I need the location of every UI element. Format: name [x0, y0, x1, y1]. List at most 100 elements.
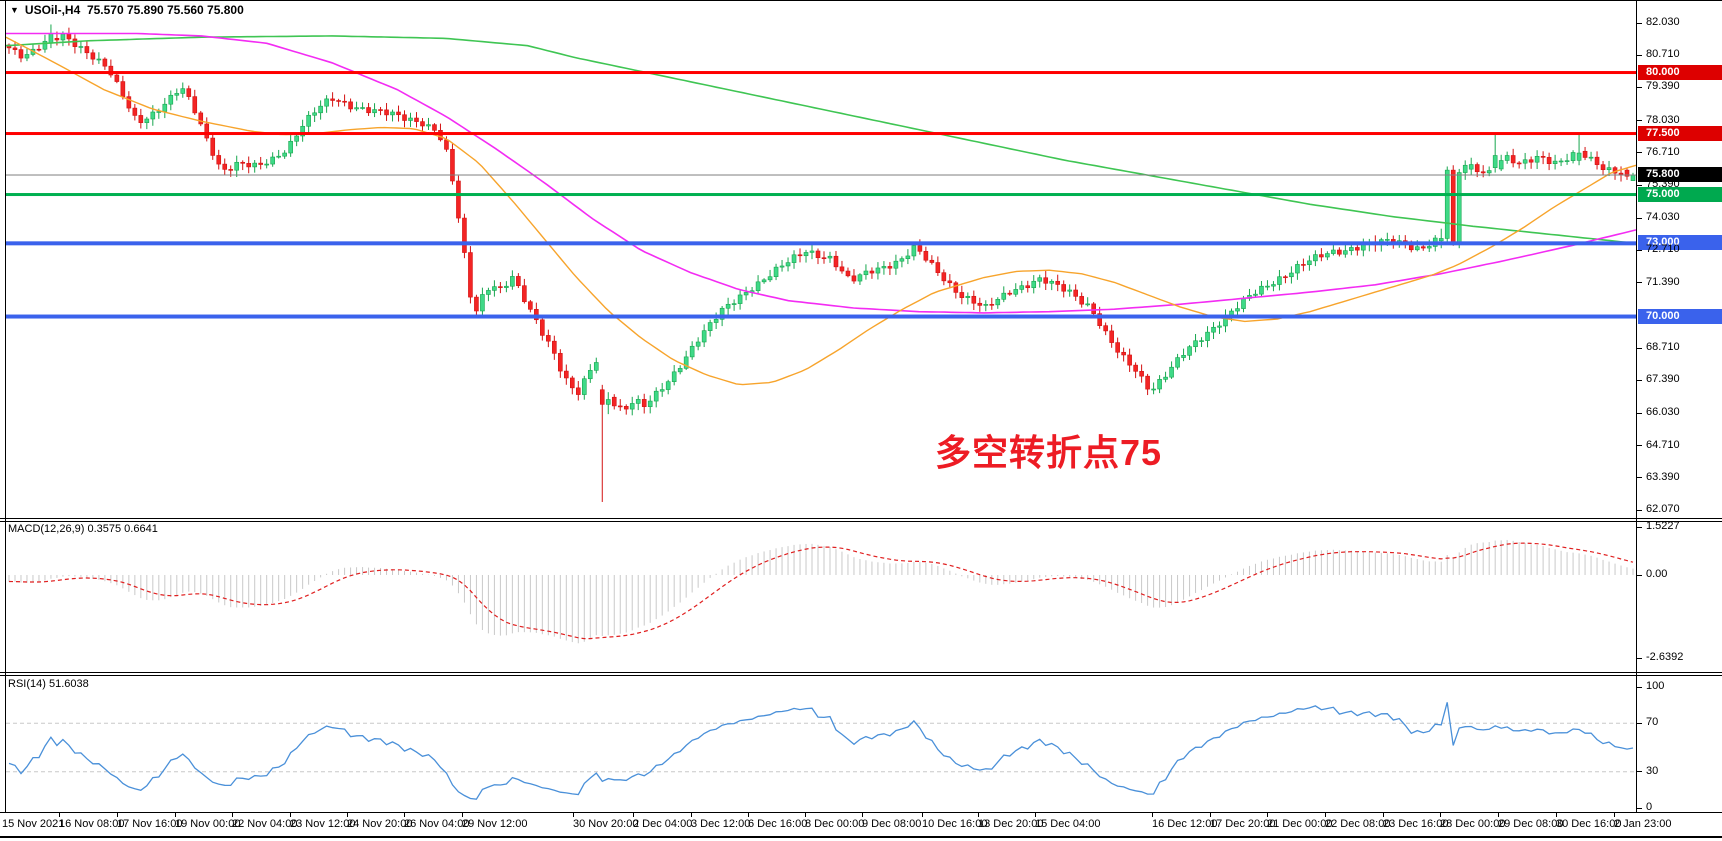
hline-75[interactable]	[6, 193, 1636, 197]
price-axis-label: 66.030	[1646, 406, 1680, 419]
main-macd-separator2	[0, 521, 1722, 522]
price-chart-canvas[interactable]	[0, 0, 1637, 518]
hline-70[interactable]	[6, 314, 1636, 319]
macd-axis-tick	[1636, 574, 1642, 576]
price-axis-tick	[1636, 445, 1642, 447]
time-axis-label[interactable]: 2 Dec 04:00	[633, 818, 693, 830]
price-axis-border	[1636, 0, 1637, 812]
ohlc-values: 75.570 75.890 75.560 75.800	[86, 3, 244, 17]
price-axis-badge-73.000: 73.000	[1638, 235, 1722, 251]
time-axis-tick	[404, 812, 405, 817]
time-axis-tick	[805, 812, 806, 817]
macd-axis-label: 1.5227	[1646, 520, 1680, 533]
time-axis-tick	[1440, 812, 1441, 817]
price-axis-label: 79.390	[1646, 80, 1680, 93]
time-axis-label[interactable]: 6 Dec 16:00	[748, 818, 808, 830]
price-axis-tick	[1636, 379, 1642, 381]
time-axis-label[interactable]: 24 Nov 20:00	[347, 818, 413, 830]
price-axis-label: 74.030	[1646, 211, 1680, 224]
price-axis-label: 76.710	[1646, 145, 1680, 158]
price-axis-label: 67.390	[1646, 373, 1680, 386]
price-axis-tick	[1636, 22, 1642, 24]
time-axis-tick	[462, 812, 463, 817]
medium-ma	[6, 32, 1637, 314]
time-axis-label[interactable]: 22 Dec 08:00	[1325, 818, 1391, 830]
time-axis-label[interactable]: 30 Nov 20:00	[573, 818, 639, 830]
time-axis-label[interactable]: 23 Nov 12:00	[290, 818, 356, 830]
time-axis-label[interactable]: 22 Nov 04:00	[232, 818, 298, 830]
time-axis-tick	[862, 812, 863, 817]
time-axis-tick	[232, 812, 233, 817]
chart-annotation-text[interactable]: 多空转折点75	[935, 432, 1163, 473]
time-axis-label[interactable]: 2 Jan 23:00	[1614, 818, 1672, 830]
price-axis-tick	[1636, 184, 1642, 186]
top-border	[0, 0, 1722, 1]
price-axis-tick	[1636, 54, 1642, 56]
left-border	[5, 0, 6, 812]
time-axis-label[interactable]: 30 Dec 16:00	[1556, 818, 1622, 830]
time-axis-tick	[1035, 812, 1036, 817]
time-axis-label[interactable]: 10 Dec 16:00	[922, 818, 988, 830]
time-axis-tick	[691, 812, 692, 817]
price-axis-tick	[1636, 509, 1642, 511]
price-axis-tick	[1636, 217, 1642, 219]
price-axis-tick	[1636, 86, 1642, 88]
time-axis-label[interactable]: 16 Nov 08:00	[59, 818, 125, 830]
rsi-axis-label: 30	[1646, 764, 1659, 777]
price-axis-tick	[1636, 152, 1642, 154]
price-axis-badge-80.000: 80.000	[1638, 64, 1722, 80]
time-axis-label[interactable]: 23 Dec 16:00	[1383, 818, 1449, 830]
rsi-axis-label: 100	[1646, 680, 1665, 692]
time-axis-label[interactable]: 13 Dec 20:00	[978, 818, 1044, 830]
time-axis-tick	[633, 812, 634, 817]
rsi-axis-label: 0	[1646, 801, 1653, 813]
hline-80[interactable]	[6, 71, 1636, 75]
price-axis-badge-75.000: 75.000	[1638, 186, 1722, 202]
hline-77.5[interactable]	[6, 132, 1636, 136]
rsi-axis-tick	[1636, 686, 1642, 688]
time-axis-label[interactable]: 28 Dec 00:00	[1440, 818, 1506, 830]
time-axis-tick	[1498, 812, 1499, 817]
time-axis-label[interactable]: 21 Dec 00:00	[1267, 818, 1333, 830]
price-axis-label: 78.030	[1646, 113, 1680, 126]
macd-axis-label: 0.00	[1646, 568, 1668, 580]
time-axis-tick	[748, 812, 749, 817]
time-axis-tick	[1210, 812, 1211, 817]
time-axis-tick	[978, 812, 979, 817]
time-axis-tick	[1383, 812, 1384, 817]
macd-axis-tick	[1636, 657, 1642, 659]
time-axis-label[interactable]: 9 Dec 08:00	[862, 818, 922, 830]
hline-73[interactable]	[6, 241, 1636, 246]
price-axis-label: 72.710	[1646, 243, 1680, 256]
macd-rsi-separator[interactable]	[0, 672, 1722, 673]
rsi-panel-canvas[interactable]	[0, 675, 1637, 812]
price-axis-label: 62.070	[1646, 503, 1680, 516]
time-axis-label[interactable]: 17 Dec 20:00	[1210, 818, 1276, 830]
rsi-indicator-label: RSI(14) 51.6038	[8, 678, 89, 690]
time-axis-label[interactable]: 8 Dec 00:00	[805, 818, 865, 830]
bottom-border	[0, 836, 1722, 838]
time-axis-label[interactable]: 17 Nov 16:00	[117, 818, 183, 830]
time-axis-tick	[1152, 812, 1153, 817]
time-axis-tick	[175, 812, 176, 817]
time-axis-label[interactable]: 16 Dec 12:00	[1152, 818, 1218, 830]
time-axis-label[interactable]: 15 Dec 04:00	[1035, 818, 1101, 830]
price-axis-tick	[1636, 477, 1642, 479]
time-axis-label[interactable]: 15 Nov 2021	[2, 818, 65, 830]
price-axis-label: 71.390	[1646, 275, 1680, 288]
rsi-axis-tick	[1636, 771, 1642, 773]
time-axis-label[interactable]: 29 Nov 12:00	[462, 818, 528, 830]
fast-ma	[5, 36, 1637, 386]
time-axis-label[interactable]: 26 Nov 04:00	[404, 818, 470, 830]
macd-panel-canvas[interactable]	[0, 520, 1637, 672]
time-axis-label[interactable]: 19 Nov 00:00	[175, 818, 241, 830]
collapse-chart-icon[interactable]: ▼	[10, 5, 19, 15]
price-axis-label: 63.390	[1646, 470, 1680, 483]
price-axis-badge-75.800: 75.800	[1638, 167, 1722, 182]
hline-75.8[interactable]	[6, 174, 1636, 176]
time-axis-label[interactable]: 3 Dec 12:00	[691, 818, 751, 830]
macd-rsi-separator2	[0, 675, 1722, 676]
main-macd-separator[interactable]	[0, 518, 1722, 519]
time-axis-label[interactable]: 29 Dec 08:00	[1498, 818, 1564, 830]
